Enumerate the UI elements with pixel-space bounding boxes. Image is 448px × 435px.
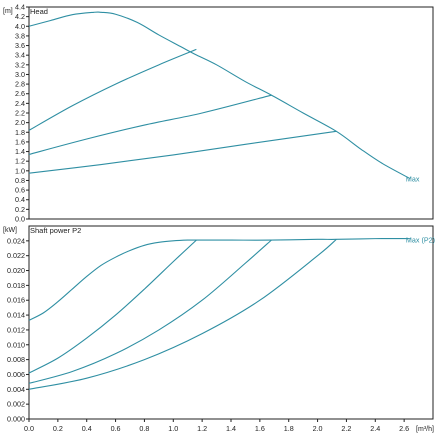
head-y-tick-label: 3.8 — [15, 31, 25, 40]
power-x-tick-label: 2.4 — [370, 424, 380, 433]
head-y-tick-label: 3.2 — [15, 60, 25, 69]
power-y-tick-label: 0.004 — [7, 385, 25, 394]
head-y-tick-label: 2.6 — [15, 89, 25, 98]
head-series-line-1 — [28, 11, 411, 180]
power-series-line-3 — [28, 239, 272, 384]
power-x-tick-label: 1.2 — [197, 424, 207, 433]
power-y-tick-label: 0.010 — [7, 340, 25, 349]
power-x-tick-label: 0.2 — [53, 424, 63, 433]
head-y-unit: [m] — [3, 8, 13, 15]
power-y-tick-label: 0.016 — [7, 296, 25, 305]
power-y-unit: [kW] — [3, 227, 17, 234]
power-series-line-4 — [28, 238, 337, 390]
head-y-tick-label: 3.0 — [15, 70, 25, 79]
power-y-tick-label: 0.014 — [7, 311, 25, 320]
power-x-tick-label: 1.8 — [284, 424, 294, 433]
power-series-line-2 — [28, 239, 197, 374]
power-x-tick-label: 1.4 — [226, 424, 236, 433]
power-x-tick-label: 0.4 — [82, 424, 92, 433]
power-x-unit: [m³/h] — [416, 426, 434, 433]
head-title: Head — [30, 7, 48, 16]
head-series-line-4 — [28, 130, 337, 174]
power-x-tick-label: 2.0 — [313, 424, 323, 433]
head-y-tick-label: 4.2 — [15, 12, 25, 21]
head-y-tick-label: 1.0 — [15, 166, 25, 175]
head-y-tick-label: 2.4 — [15, 99, 25, 108]
power-y-tick-label: 0.002 — [7, 400, 25, 409]
power-title: Shaft power P2 — [30, 226, 81, 235]
head-y-tick-label: 0.0 — [15, 215, 25, 224]
power-x-tick-label: 2.6 — [399, 424, 409, 433]
head-y-tick-label: 0.8 — [15, 176, 25, 185]
power-annotation: Max (P2) — [406, 235, 435, 244]
head-y-tick-label: 2.8 — [15, 80, 25, 89]
power-x-tick-label: 1.0 — [168, 424, 178, 433]
head-y-tick-label: 1.2 — [15, 157, 25, 166]
head-y-tick-label: 1.4 — [15, 147, 25, 156]
power-x-tick-label: 2.2 — [341, 424, 351, 433]
power-y-tick-label: 0.020 — [7, 266, 25, 275]
power-series-line-1 — [28, 238, 410, 321]
head-y-tick-label: 4.0 — [15, 22, 25, 31]
head-y-tick-label: 0.2 — [15, 205, 25, 214]
head-y-tick-label: 1.8 — [15, 128, 25, 137]
power-x-tick-label: 0.6 — [111, 424, 121, 433]
power-x-tick-label: 0.0 — [24, 424, 34, 433]
power-y-tick-label: 0.008 — [7, 355, 25, 364]
power-y-tick-label: 0.024 — [7, 236, 25, 245]
power-x-tick-label: 1.6 — [255, 424, 265, 433]
head-y-tick-label: 3.4 — [15, 51, 25, 60]
power-y-tick-label: 0.022 — [7, 251, 25, 260]
power-plot-frame — [28, 225, 434, 420]
head-y-tick-label: 4.4 — [15, 3, 25, 12]
head-y-tick-label: 0.6 — [15, 186, 25, 195]
power-y-tick-label: 0.000 — [7, 415, 25, 424]
head-plot-frame — [28, 6, 434, 220]
head-series-line-3 — [28, 94, 272, 155]
power-y-tick-label: 0.018 — [7, 281, 25, 290]
head-y-tick-label: 0.4 — [15, 195, 25, 204]
power-y-tick-label: 0.006 — [7, 370, 25, 379]
power-x-tick-label: 0.8 — [139, 424, 149, 433]
head-annotation: Max — [406, 175, 420, 184]
head-series-line-2 — [28, 48, 197, 131]
head-y-tick-label: 3.6 — [15, 41, 25, 50]
head-y-tick-label: 1.6 — [15, 137, 25, 146]
power-y-tick-label: 0.012 — [7, 325, 25, 334]
head-y-tick-label: 2.0 — [15, 118, 25, 127]
head-y-tick-label: 2.2 — [15, 109, 25, 118]
